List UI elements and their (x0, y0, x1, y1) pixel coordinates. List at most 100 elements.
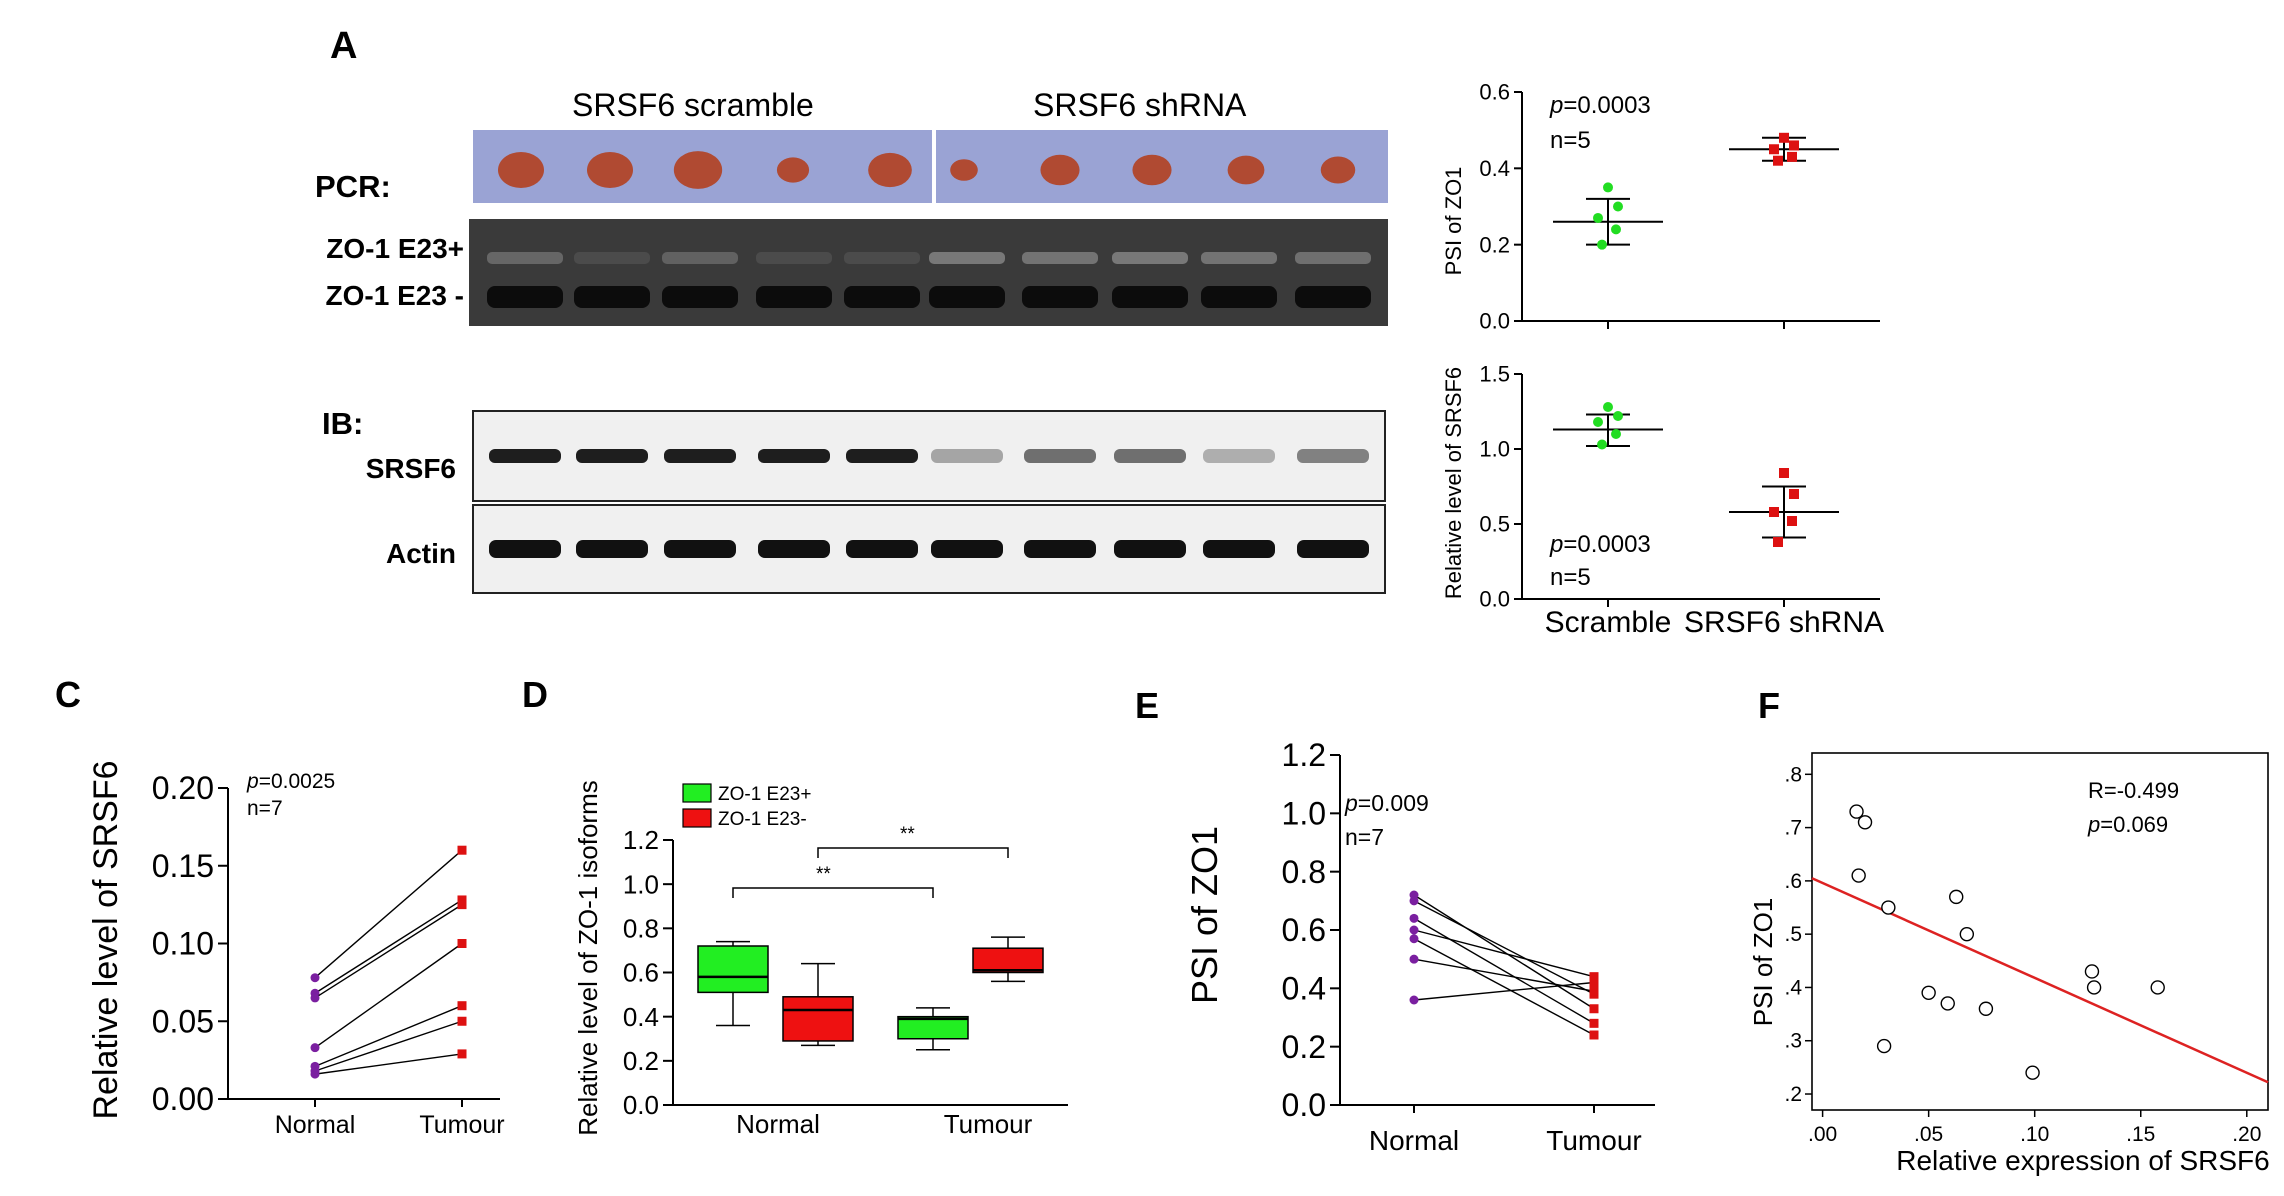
paired-line (1413, 917, 1595, 1024)
data-point (1597, 239, 1607, 250)
paired-line (314, 899, 463, 994)
tumor-specimen (1040, 154, 1080, 186)
y-tick-label: 1.0 (623, 869, 659, 899)
y-tick-label: 0.4 (623, 1002, 659, 1032)
normal-point (310, 993, 320, 1003)
y-tick-label: 0.2 (1282, 1029, 1326, 1065)
y-tick-label: .7 (1784, 817, 1802, 840)
data-point (1789, 489, 1799, 499)
y-axis-label: PSI of ZO1 (1184, 826, 1225, 1004)
data-point (1773, 537, 1783, 547)
ib-band-actin (489, 540, 561, 558)
ib-band-srsf6 (576, 449, 648, 463)
normal-point (1409, 954, 1419, 964)
legend-swatch (682, 808, 712, 828)
ib-bands (489, 449, 1369, 558)
y-tick-label: 0.0 (623, 1090, 659, 1120)
pcr-band-lower (574, 286, 650, 308)
p-annotation: p=0.069 (2087, 812, 2168, 837)
tumour-point (457, 1001, 467, 1011)
y-tick-label: .2 (1784, 1083, 1802, 1106)
n-annotation: n=5 (1550, 127, 1591, 154)
x-axis-label: Relative expression of SRSF6 (1896, 1145, 2270, 1176)
box (972, 947, 1044, 974)
ib-band-srsf6 (1203, 449, 1275, 463)
ib-band-srsf6 (664, 449, 736, 463)
data-point (1940, 996, 1955, 1011)
plot-frame (1811, 752, 2269, 1111)
ib-band-srsf6 (489, 449, 561, 463)
box (697, 945, 769, 994)
panel-label-a: A (330, 25, 357, 67)
pcr-bands (487, 252, 1371, 308)
y-axis-label: Relative level of ZO-1 isoforms (573, 780, 603, 1135)
paired-line (314, 1005, 463, 1067)
y-axis-label: PSI of ZO1 (1748, 898, 1778, 1027)
data-point (1593, 417, 1603, 427)
r-annotation: R=-0.499 (2088, 778, 2179, 803)
data-point (1611, 224, 1621, 235)
pcr-band-lower (1201, 286, 1277, 308)
x-tick-label: .10 (2020, 1123, 2049, 1146)
y-tick-label: 1.5 (1479, 362, 1510, 387)
tumour-point (1589, 1030, 1599, 1040)
y-tick-label: 0.0 (1479, 309, 1510, 334)
pcr-band-upper (1295, 252, 1371, 264)
panel-label-e: E (1135, 685, 1159, 726)
data-point (1769, 507, 1779, 517)
significance-normal-tumour-e23plus: ** (816, 864, 831, 885)
tumour-point (1589, 1018, 1599, 1028)
ib-band-srsf6 (1114, 449, 1186, 463)
paired-line (1413, 938, 1595, 1036)
data-point (1876, 1038, 1892, 1054)
paired-line (314, 1053, 463, 1075)
paired-line (314, 942, 463, 1049)
y-tick-label: 0.5 (1479, 512, 1510, 537)
tumour-point (457, 900, 467, 910)
chart-e: PSI of ZO1 p=0.009 n=7 0.0 0.2 0.4 0.6 0.8 1.… (1184, 737, 1655, 1156)
paired-line (1413, 981, 1595, 1001)
y-tick-label: 0.2 (623, 1046, 659, 1076)
x-tick-label-tumour: Tumour (419, 1111, 504, 1139)
pcr-band-lower (1295, 286, 1371, 308)
data-point (1613, 411, 1623, 421)
pcr-gel (469, 219, 1388, 326)
p-annotation: p=0.0003 (1549, 531, 1651, 558)
y-tick-label: .8 (1784, 763, 1802, 786)
paired-line (1413, 894, 1595, 1010)
chart-f: PSI of ZO1 Relative expression of SRSF6 … (1748, 752, 2270, 1176)
y-tick-label: 0.6 (1479, 80, 1510, 105)
normal-point (1409, 934, 1419, 944)
ib-band-actin (1203, 540, 1275, 558)
pcr-band-upper (662, 252, 738, 264)
data-point (1769, 144, 1779, 155)
tumour-point (1589, 1004, 1599, 1014)
ib-band-srsf6 (846, 449, 918, 463)
x-tick-label: .15 (2126, 1123, 2155, 1146)
ib-band-actin (1024, 540, 1096, 558)
paired-line (314, 904, 463, 999)
y-tick-label: 0.8 (623, 913, 659, 943)
x-tick-label-tumour: Tumour (944, 1109, 1033, 1139)
normal-point (1409, 995, 1419, 1005)
y-tick-label: 0.8 (1282, 854, 1326, 890)
data-point (2150, 980, 2165, 995)
tumor-specimen (868, 152, 912, 188)
pcr-band-lower (844, 286, 920, 308)
x-tick-label-tumour: Tumour (1546, 1125, 1641, 1156)
tumour-point (457, 1049, 467, 1059)
x-tick-label-shrna: SRSF6 shRNA (1684, 606, 1884, 639)
p-annotation: p=0.0003 (1549, 92, 1651, 119)
tumour-point (457, 845, 467, 855)
y-axis-label: Relative level of SRSF6 (87, 760, 125, 1119)
x-tick-label: .00 (1808, 1123, 1837, 1146)
significance-bracket (817, 847, 1009, 858)
data-point (1597, 439, 1607, 450)
group-label-scramble: SRSF6 scramble (572, 87, 814, 123)
tumor-specimen (1227, 155, 1265, 185)
ib-row-label-srsf6: SRSF6 (366, 453, 456, 484)
data-point (1787, 151, 1797, 162)
data-point (1779, 468, 1789, 478)
legend-label: ZO-1 E23- (718, 809, 807, 830)
